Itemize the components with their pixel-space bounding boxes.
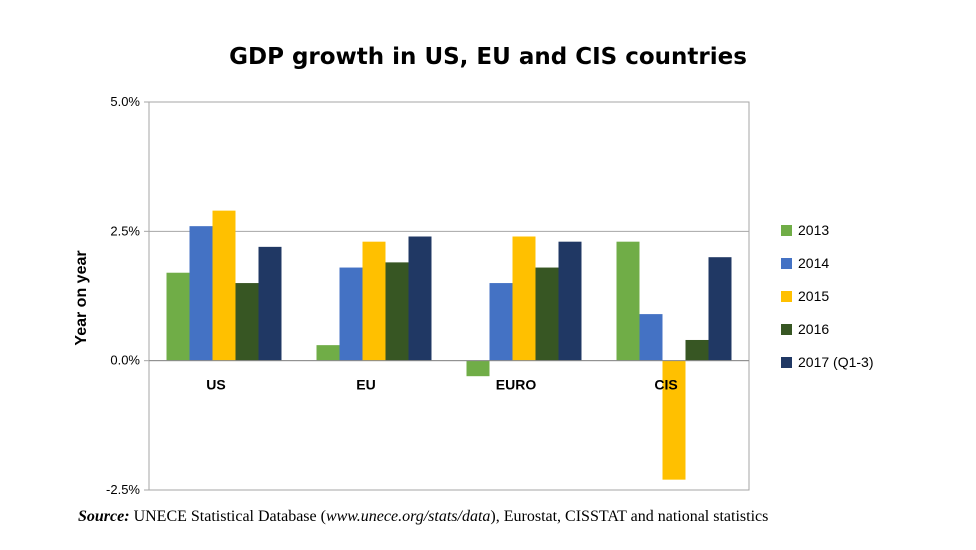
chart-title: GDP growth in US, EU and CIS countries — [229, 44, 747, 70]
bars — [166, 210, 732, 480]
category-label: EU — [356, 377, 375, 393]
plot-area-border — [148, 101, 750, 491]
y-tick-label: 5.0% — [110, 94, 140, 109]
source-text-before: UNECE Statistical Database ( — [129, 508, 326, 525]
legend-label: 2013 — [798, 222, 829, 238]
bar-euro-2016 — [535, 267, 559, 361]
bar-us-2016 — [235, 283, 259, 361]
source-note: Source: UNECE Statistical Database (www.… — [78, 508, 768, 526]
y-tick-label: 0.0% — [110, 353, 140, 368]
bar-eu-2015 — [362, 241, 386, 361]
bar-euro-2015 — [512, 236, 536, 361]
bar-us-2015 — [212, 210, 236, 361]
bar-eu-2017 — [408, 236, 432, 361]
bar-euro-2013 — [466, 360, 490, 377]
bar-us-2017 — [258, 246, 282, 361]
legend-label: 2014 — [798, 255, 829, 271]
category-label: EURO — [496, 377, 537, 393]
legend-label: 2017 (Q1-3) — [798, 354, 873, 370]
bar-eu-2014 — [339, 267, 363, 361]
category-label: US — [206, 377, 225, 393]
axes — [144, 101, 750, 491]
bar-cis-2015 — [662, 360, 686, 480]
source-text-after: ), Eurostat, CISSTAT and national statis… — [490, 508, 769, 525]
legend-swatch — [781, 357, 792, 368]
source-label: Source: — [78, 508, 130, 525]
y-tick-labels: -2.5% 0.0% 2.5% 5.0% — [106, 94, 140, 497]
legend: 2013 2014 2015 2016 2017 (Q1-3) — [781, 222, 873, 370]
bar-us-2013 — [166, 272, 190, 361]
legend-label: 2016 — [798, 321, 829, 337]
bar-us-2014 — [189, 226, 213, 361]
y-axis-label: Year on year — [73, 250, 90, 345]
bar-cis-2013 — [616, 241, 640, 361]
bar-eu-2013 — [316, 345, 340, 361]
legend-swatch — [781, 324, 792, 335]
legend-label: 2015 — [798, 288, 829, 304]
bar-cis-2016 — [685, 339, 709, 361]
category-label: CIS — [654, 377, 677, 393]
y-tick-label: 2.5% — [110, 223, 140, 238]
bar-euro-2014 — [489, 283, 513, 361]
category-labels: US EU EURO CIS — [206, 377, 677, 393]
bar-cis-2017 — [708, 257, 732, 361]
legend-swatch — [781, 225, 792, 236]
y-tick-label: -2.5% — [106, 482, 140, 497]
bar-cis-2014 — [639, 314, 663, 361]
legend-swatch — [781, 291, 792, 302]
legend-swatch — [781, 258, 792, 269]
bar-eu-2016 — [385, 262, 409, 361]
bar-euro-2017 — [558, 241, 582, 361]
source-url: www.unece.org/stats/data — [325, 508, 491, 525]
